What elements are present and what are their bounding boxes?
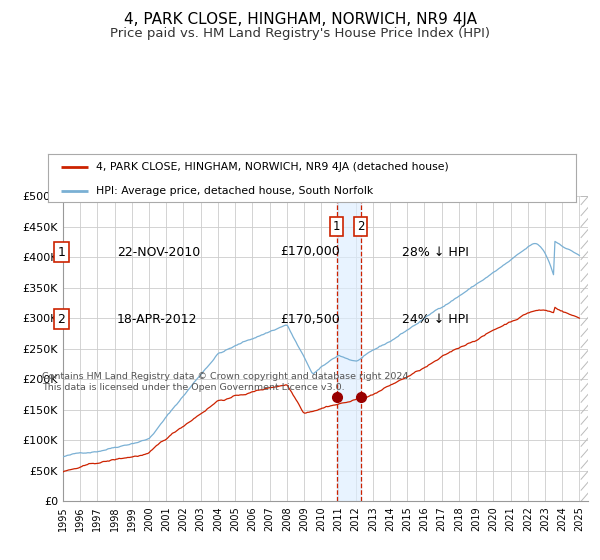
Text: HPI: Average price, detached house, South Norfolk: HPI: Average price, detached house, Sout…	[95, 186, 373, 196]
Text: 4, PARK CLOSE, HINGHAM, NORWICH, NR9 4JA: 4, PARK CLOSE, HINGHAM, NORWICH, NR9 4JA	[124, 12, 476, 27]
Text: £170,500: £170,500	[280, 312, 340, 326]
Text: 22-NOV-2010: 22-NOV-2010	[116, 245, 200, 259]
Text: Price paid vs. HM Land Registry's House Price Index (HPI): Price paid vs. HM Land Registry's House …	[110, 27, 490, 40]
Text: £170,000: £170,000	[280, 245, 340, 259]
Text: 2: 2	[357, 220, 365, 233]
Text: 1: 1	[333, 220, 340, 233]
Text: 4, PARK CLOSE, HINGHAM, NORWICH, NR9 4JA (detached house): 4, PARK CLOSE, HINGHAM, NORWICH, NR9 4JA…	[95, 162, 448, 172]
Text: 24% ↓ HPI: 24% ↓ HPI	[402, 312, 469, 326]
Text: 28% ↓ HPI: 28% ↓ HPI	[402, 245, 469, 259]
Text: Contains HM Land Registry data © Crown copyright and database right 2024.
This d: Contains HM Land Registry data © Crown c…	[42, 372, 412, 392]
Text: 2: 2	[57, 312, 65, 326]
Text: 1: 1	[57, 245, 65, 259]
Bar	[337, 196, 361, 501]
Text: 18-APR-2012: 18-APR-2012	[116, 312, 197, 326]
